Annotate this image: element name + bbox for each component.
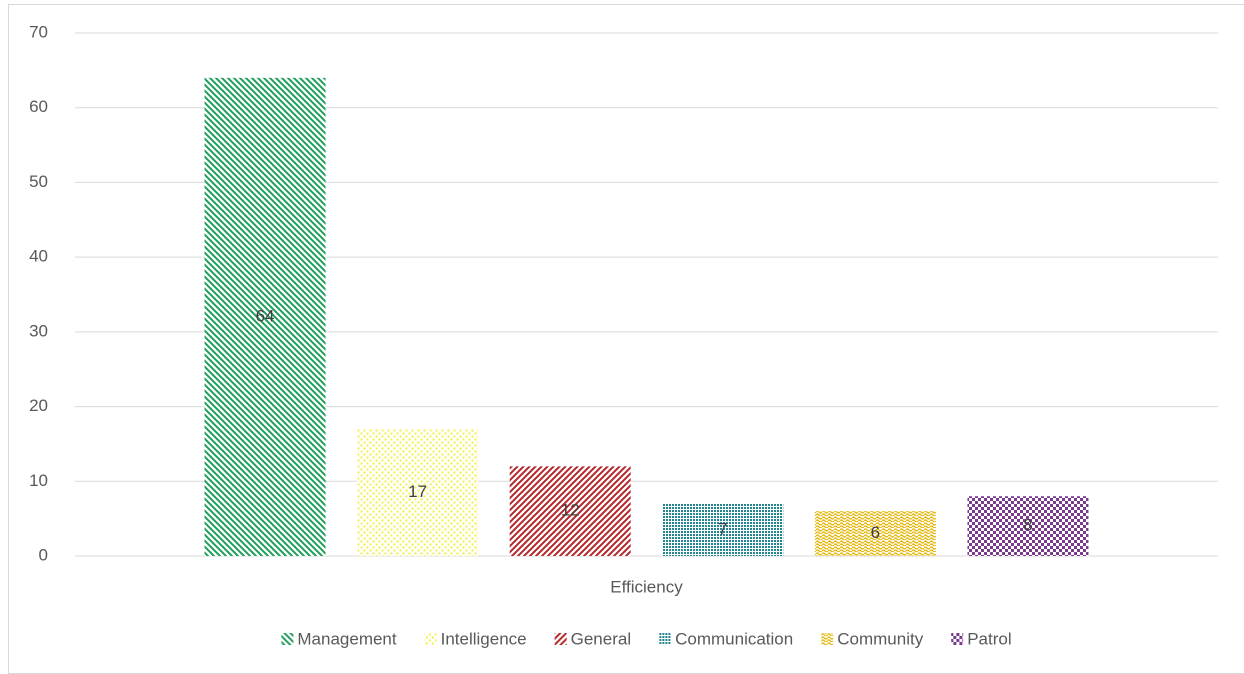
y-tick-label: 60 bbox=[29, 97, 48, 116]
y-tick-label: 40 bbox=[29, 247, 48, 266]
legend-swatch bbox=[951, 633, 964, 645]
data-label: 64 bbox=[256, 306, 275, 325]
y-tick-label: 50 bbox=[29, 172, 48, 191]
legend-swatch bbox=[554, 633, 567, 645]
legend: Management Intelligence General Communicati… bbox=[281, 629, 1012, 648]
y-tick-label: 20 bbox=[29, 396, 48, 415]
bar bbox=[662, 503, 784, 556]
legend-swatch bbox=[424, 633, 437, 645]
data-label: 6 bbox=[871, 523, 880, 542]
legend-swatch bbox=[821, 633, 834, 645]
bar bbox=[509, 466, 631, 556]
legend-label: General bbox=[571, 629, 631, 648]
legend-swatch bbox=[659, 633, 672, 645]
y-tick-label: 70 bbox=[29, 22, 48, 41]
y-tick-label: 30 bbox=[29, 321, 48, 340]
bar bbox=[967, 496, 1089, 556]
bar bbox=[204, 77, 326, 556]
legend-label: Patrol bbox=[967, 629, 1011, 648]
bar bbox=[814, 511, 936, 556]
chart-frame bbox=[8, 4, 1244, 674]
data-label: 8 bbox=[1023, 516, 1032, 535]
data-label: 17 bbox=[408, 482, 427, 501]
data-label: 12 bbox=[561, 501, 580, 520]
bar bbox=[357, 428, 479, 556]
x-tick-label: Efficiency bbox=[610, 577, 683, 596]
data-label: 7 bbox=[718, 519, 727, 538]
legend-label: Management bbox=[297, 629, 397, 648]
legend-label: Intelligence bbox=[441, 629, 527, 648]
legend-label: Community bbox=[837, 629, 923, 648]
legend-label: Communication bbox=[675, 629, 793, 648]
legend-swatch bbox=[281, 633, 294, 645]
y-tick-label: 10 bbox=[29, 471, 48, 490]
y-tick-label: 0 bbox=[39, 545, 48, 564]
